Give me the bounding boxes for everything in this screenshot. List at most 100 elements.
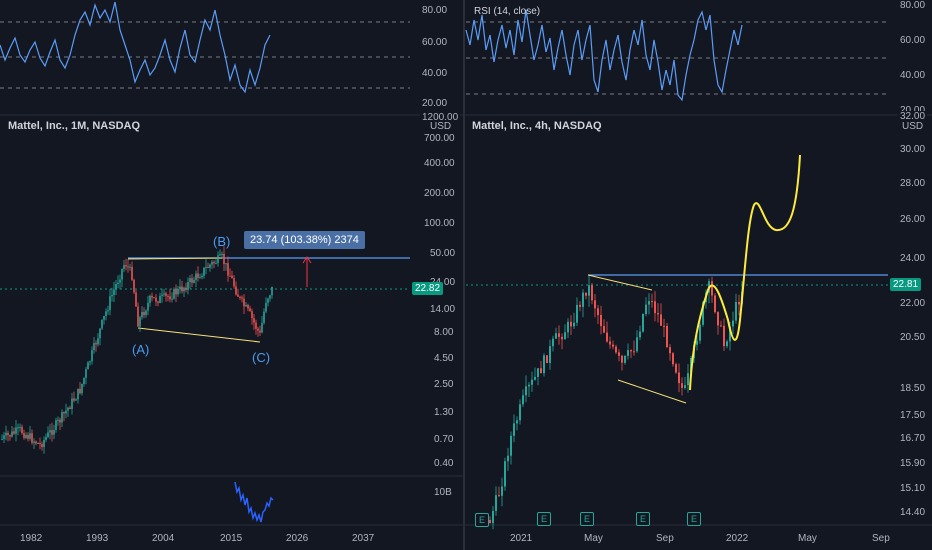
earnings-badge[interactable]: E [537, 512, 551, 526]
right-lower-trendline[interactable] [617, 379, 687, 404]
candle [187, 282, 189, 290]
candle [181, 286, 183, 292]
candle [648, 301, 650, 305]
earnings-badge[interactable]: E [580, 512, 594, 526]
candle [167, 295, 169, 297]
candle [489, 520, 491, 524]
price-tick: 14.00 [428, 304, 458, 315]
candle [169, 296, 171, 300]
candle [3, 435, 5, 439]
candle [105, 311, 107, 316]
measure-label[interactable]: 23.74 (103.38%) 2374 [244, 231, 365, 249]
candle [19, 426, 21, 428]
candle [249, 308, 251, 312]
candle [510, 435, 512, 456]
candle [195, 273, 197, 280]
time-tick: May [796, 533, 819, 544]
price-tick: 26.00 [898, 214, 928, 225]
candle [573, 322, 575, 327]
candle [717, 312, 719, 326]
candle [179, 286, 181, 289]
candle [597, 308, 599, 316]
candle [213, 261, 215, 264]
candle [191, 278, 193, 283]
candle [147, 302, 149, 311]
right-chart-title: Mattel, Inc., 4h, NASDAQ [472, 120, 602, 132]
candle [495, 495, 497, 511]
candle [696, 340, 698, 345]
candle [711, 281, 713, 296]
price-tick: 30.00 [898, 144, 928, 155]
candle [732, 320, 734, 327]
left-price-tag: 22.82 [412, 282, 444, 295]
candle [531, 379, 533, 385]
price-tick: 100.00 [422, 218, 457, 229]
rsi-tick: 80.00 [420, 5, 450, 16]
candle [67, 407, 69, 411]
time-tick: May [582, 533, 605, 544]
candle [175, 289, 177, 295]
candle [735, 302, 737, 321]
candle [585, 292, 587, 296]
price-tick: 20.50 [898, 332, 928, 343]
candle [738, 302, 740, 305]
candle [233, 278, 235, 287]
time-tick: 2004 [150, 533, 177, 544]
candle [645, 304, 647, 314]
wave-label-a[interactable]: (A) [132, 342, 150, 357]
candle [91, 350, 93, 362]
candle [109, 296, 111, 311]
candle [558, 333, 560, 337]
projection-path[interactable] [689, 154, 801, 391]
wave-label-b[interactable]: (B) [213, 234, 231, 249]
candle [615, 346, 617, 353]
candle [243, 298, 245, 307]
left-lower-trendline[interactable] [137, 327, 261, 343]
candle [79, 388, 81, 394]
candle [245, 304, 247, 307]
price-tick: 700.00 [422, 133, 457, 144]
candle [247, 304, 249, 309]
rsi-indicator-label[interactable]: RSI (14, close) [474, 6, 541, 17]
earnings-badge[interactable]: E [475, 513, 489, 527]
candle [239, 296, 241, 298]
candle [171, 298, 173, 300]
candle [89, 361, 91, 363]
candle [561, 336, 563, 340]
candle [223, 253, 225, 264]
price-tick: 14.40 [898, 507, 928, 518]
candle [267, 298, 269, 303]
rsi-tick: 60.00 [420, 37, 450, 48]
earnings-badge[interactable]: E [636, 512, 650, 526]
candle [153, 297, 155, 299]
time-tick: 2026 [284, 533, 311, 544]
candle [723, 325, 725, 347]
candle [151, 295, 153, 298]
price-tick: 50.00 [428, 248, 458, 259]
candle [177, 288, 179, 295]
candle [227, 263, 229, 276]
candle [229, 275, 231, 277]
rsi-tick: 40.00 [420, 68, 450, 79]
price-tick: 4.50 [432, 353, 456, 364]
candle [255, 322, 257, 329]
candle [103, 316, 105, 320]
candle [498, 495, 500, 497]
candle [684, 385, 686, 388]
right-upper-trendline[interactable] [587, 274, 653, 291]
price-tick: 400.00 [422, 158, 457, 169]
candle [17, 427, 19, 429]
earnings-badge[interactable]: E [687, 512, 701, 526]
rsi-tick: 60.00 [898, 35, 928, 46]
left-upper-trendline[interactable] [127, 257, 223, 260]
candle [37, 443, 39, 444]
right-price-tag: 22.81 [890, 278, 922, 291]
candle [127, 266, 129, 268]
wave-label-c[interactable]: (C) [252, 350, 271, 365]
rsi-tick: 20.00 [898, 105, 928, 116]
candle [201, 275, 203, 278]
candle [714, 295, 716, 313]
candle [221, 253, 223, 255]
